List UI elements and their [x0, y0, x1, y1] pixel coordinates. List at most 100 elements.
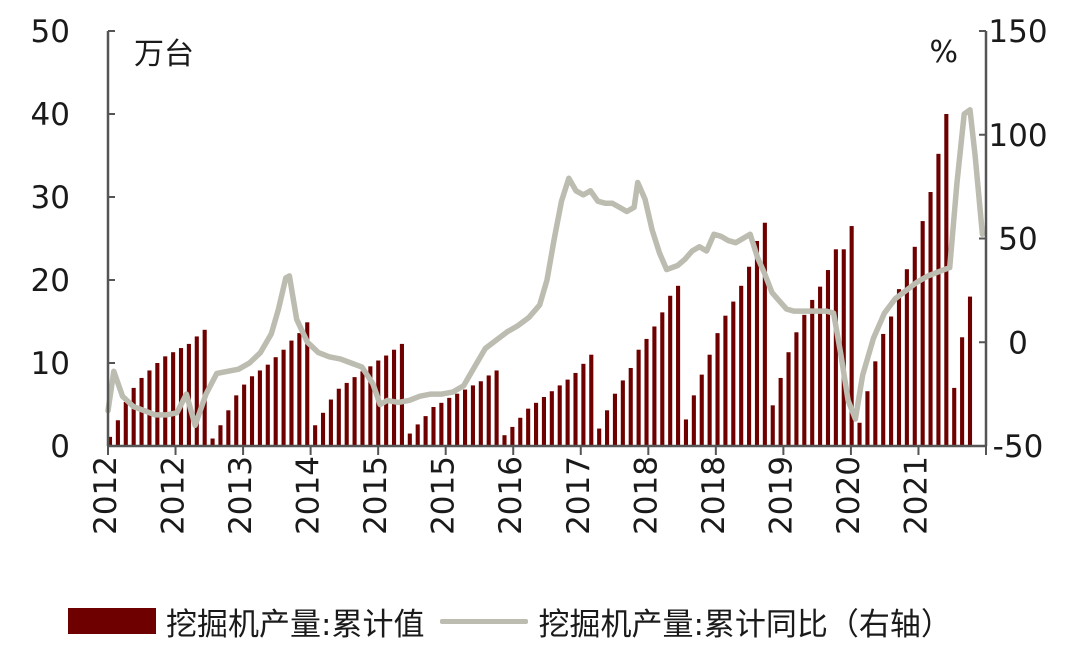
bar: [841, 249, 846, 446]
bar: [194, 336, 199, 446]
bar: [628, 367, 633, 446]
bar: [557, 385, 562, 446]
bar: [581, 363, 586, 446]
left-tick-label: 30: [31, 180, 70, 216]
bar: [873, 361, 878, 446]
bar: [825, 270, 831, 446]
bar: [242, 384, 247, 446]
x-tick-label: 2013: [223, 456, 259, 535]
bar: [147, 370, 152, 446]
bar: [391, 349, 397, 446]
bar: [439, 402, 444, 446]
bar: [668, 295, 673, 446]
axes: [106, 30, 988, 455]
bar: [336, 388, 341, 446]
bar: [360, 371, 365, 446]
right-tick-label: 150: [988, 14, 1047, 50]
bar: [944, 114, 949, 446]
bar: [849, 226, 854, 446]
bar: [865, 391, 870, 446]
x-tick-label: 2012: [156, 456, 192, 535]
bar: [502, 435, 507, 446]
bar: [912, 246, 917, 446]
bar: [715, 333, 720, 446]
bar: [573, 372, 578, 446]
bar: [470, 385, 475, 446]
x-tick-label: 2019: [763, 456, 799, 535]
x-tick-label: 2017: [561, 456, 597, 535]
bar: [178, 348, 184, 446]
bar: [597, 428, 602, 446]
bar: [810, 299, 815, 446]
bar: [107, 436, 113, 446]
bar: [305, 322, 310, 446]
bar: [920, 221, 925, 446]
bar: [455, 393, 460, 446]
bar: [163, 356, 168, 446]
bar: [447, 397, 452, 446]
right-tick-label: -50: [993, 429, 1044, 465]
bar: [818, 286, 823, 446]
bar: [683, 419, 689, 446]
bar: [257, 370, 262, 446]
bar: [778, 377, 783, 446]
bar: [565, 379, 570, 446]
bar: [226, 410, 231, 446]
bar: [676, 285, 681, 446]
bar: [462, 389, 468, 446]
bar: [904, 269, 909, 446]
bar: [896, 289, 902, 446]
bar: [510, 426, 515, 446]
bar: [889, 316, 894, 446]
x-tick-label: 2018: [696, 456, 732, 535]
x-tick-label: 2021: [898, 456, 934, 535]
bar: [234, 395, 239, 446]
bar: [328, 399, 333, 446]
bar: [541, 397, 546, 446]
x-tick-label: 2015: [426, 456, 462, 535]
x-tick-label: 2020: [831, 456, 867, 535]
bar: [344, 382, 349, 446]
bar: [131, 387, 136, 446]
bar-series: [107, 114, 973, 446]
bar: [636, 349, 641, 446]
bar: [407, 433, 412, 446]
bar: [281, 349, 286, 446]
bar: [699, 374, 704, 446]
bar: [644, 338, 649, 446]
bar: [833, 249, 838, 446]
bar: [352, 377, 357, 446]
bar: [313, 425, 318, 446]
x-tick-label: 2014: [291, 456, 327, 535]
bar: [249, 376, 255, 446]
bar: [707, 354, 712, 446]
left-tick-label: 10: [31, 346, 70, 382]
bar: [754, 240, 760, 446]
bar: [967, 296, 973, 446]
bar: [155, 363, 160, 446]
bar: [612, 393, 618, 446]
bar: [368, 366, 373, 446]
bar: [605, 410, 610, 446]
line-series: [105, 107, 986, 429]
bar: [123, 402, 128, 446]
bar: [881, 333, 886, 446]
bar: [273, 357, 278, 446]
bar: [549, 391, 554, 446]
bar: [415, 424, 420, 446]
bar: [202, 329, 207, 446]
legend-swatch-bar: [68, 608, 156, 634]
left-tick-label: 40: [31, 97, 70, 133]
bar: [171, 352, 176, 446]
bar: [486, 375, 491, 446]
bar: [936, 153, 941, 446]
bar: [218, 425, 223, 446]
x-tick-label: 2016: [493, 456, 529, 535]
bar: [794, 332, 799, 446]
bar: [423, 416, 428, 446]
legend-swatch-line: [440, 618, 529, 624]
bar: [747, 266, 752, 446]
bar: [928, 192, 933, 446]
